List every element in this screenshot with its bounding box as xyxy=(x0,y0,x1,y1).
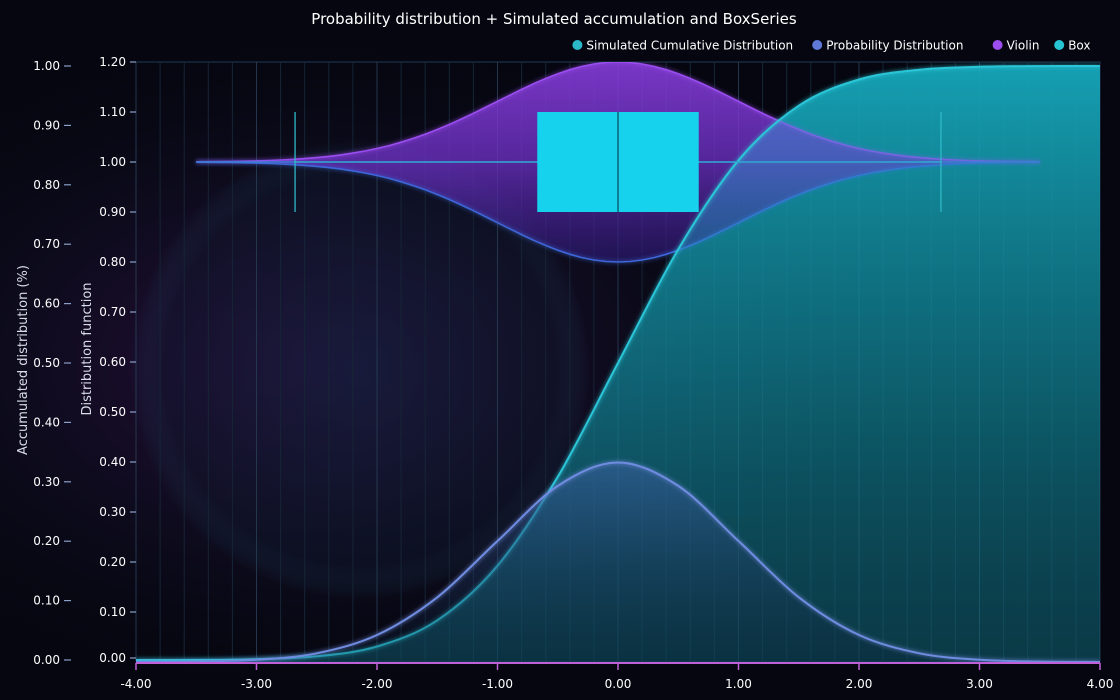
y-left-tick-label: 0.50 xyxy=(33,356,60,370)
x-tick-label: 1.00 xyxy=(725,677,752,691)
axes: -4.00 -3.00 -2.00 -1.00 0.00 1.00 2.00 3.00 4.00… xyxy=(33,55,1113,691)
y-right-tick-label: 0.10 xyxy=(99,605,126,619)
y-left-tick-label: 0.80 xyxy=(33,178,60,192)
y-left-tick-label: 1.00 xyxy=(33,59,60,73)
legend-swatch xyxy=(992,40,1003,50)
y-right-tick-label: 0.90 xyxy=(99,205,126,219)
legend-swatch xyxy=(812,40,823,50)
y-right-tick-label: 0.80 xyxy=(99,255,126,269)
x-tick-label: -3.00 xyxy=(241,677,272,691)
x-tick-label: 4.00 xyxy=(1087,677,1114,691)
y-left-tick-label: 0.70 xyxy=(33,237,60,251)
legend-label: Violin xyxy=(1007,39,1040,53)
y-right-tick-label: 1.20 xyxy=(99,55,126,69)
y-right-tick-label: 0.00 xyxy=(99,651,126,665)
legend-item[interactable]: Box xyxy=(1054,39,1091,53)
legend-item[interactable]: Violin xyxy=(992,39,1040,53)
y-right-tick-label: 0.60 xyxy=(99,355,126,369)
y-right-tick-label: 0.50 xyxy=(99,405,126,419)
x-tick-label: 2.00 xyxy=(846,677,873,691)
y-right-tick-label: 0.20 xyxy=(99,555,126,569)
y-left-tick-label: 0.30 xyxy=(33,475,60,489)
y-left-tick-label: 0.00 xyxy=(33,653,60,667)
chart-title: Probability distribution + Simulated acc… xyxy=(311,10,797,28)
legend-label: Box xyxy=(1068,39,1090,53)
y-right-tick-label: 1.10 xyxy=(99,105,126,119)
legend[interactable]: Simulated Cumulative Distribution Probabi… xyxy=(572,39,1091,53)
background-globe xyxy=(130,140,590,600)
y-left-tick-label: 0.40 xyxy=(33,415,60,429)
y-left-tick-label: 0.20 xyxy=(33,534,60,548)
y-axis-right-label: Distribution function xyxy=(80,282,95,415)
legend-item[interactable]: Simulated Cumulative Distribution xyxy=(572,39,793,53)
x-tick-label: 3.00 xyxy=(966,677,993,691)
x-tick-label: -4.00 xyxy=(120,677,151,691)
violin-upper-edge xyxy=(196,62,1040,163)
y-left-tick-label: 0.60 xyxy=(33,297,60,311)
series-layer xyxy=(136,62,1100,662)
legend-item[interactable]: Probability Distribution xyxy=(812,39,963,53)
y-left-tick-label: 0.90 xyxy=(33,118,60,132)
legend-label: Simulated Cumulative Distribution xyxy=(586,39,793,53)
violin-lower-edge xyxy=(196,161,1040,263)
x-tick-label: -1.00 xyxy=(482,677,513,691)
y-right-tick-label: 0.40 xyxy=(99,455,126,469)
y-right-tick-label: 0.70 xyxy=(99,305,126,319)
legend-swatch xyxy=(1054,40,1065,50)
x-tick-label: -2.00 xyxy=(361,677,392,691)
plot-area[interactable] xyxy=(135,61,1101,663)
y-right-tick-label: 1.00 xyxy=(99,155,126,169)
pdf-line xyxy=(136,461,1100,662)
y-axis-left-label: Accumulated distribution (%) xyxy=(16,265,31,455)
pdf-area xyxy=(136,462,1100,662)
x-tick-label: 0.00 xyxy=(605,677,632,691)
legend-label: Probability Distribution xyxy=(826,39,963,53)
y-right-tick-label: 0.30 xyxy=(99,505,126,519)
y-left-tick-label: 0.10 xyxy=(33,594,60,608)
legend-swatch xyxy=(572,40,583,50)
